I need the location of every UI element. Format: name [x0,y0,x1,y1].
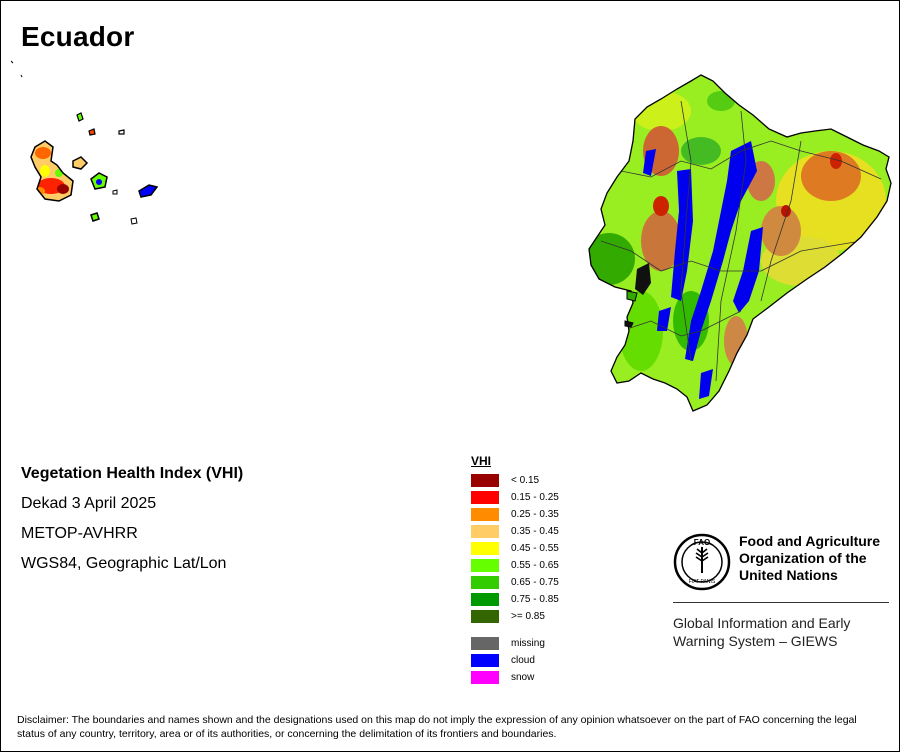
legend-label: 0.35 - 0.45 [511,526,559,537]
legend-label: snow [511,672,535,683]
legend-swatch [471,637,499,650]
projection-label: WGS84, Geographic Lat/Lon [21,555,227,572]
legend-swatch [471,654,499,667]
logo-divider [673,602,889,603]
map-info: Vegetation Health Index (VHI) Dekad 3 Ap… [21,459,243,579]
legend-item: 0.15 - 0.25 [471,489,559,506]
legend-item: 0.35 - 0.45 [471,523,559,540]
vhi-map [10,60,892,412]
legend-swatch [471,525,499,538]
legend-swatch [471,474,499,487]
period-label: Dekad 3 April 2025 [21,495,157,512]
legend-swatch [471,610,499,623]
org-name-line1: Food and Agriculture [739,533,881,549]
legend-swatch [471,576,499,589]
legend-item: missing [471,635,559,652]
legend-item: < 0.15 [471,472,559,489]
legend-swatch [471,491,499,504]
legend-swatch [471,542,499,555]
fao-emblem-letters: FAO [694,538,710,547]
legend-swatch [471,559,499,572]
legend-label: 0.65 - 0.75 [511,577,559,588]
legend-item: 0.65 - 0.75 [471,574,559,591]
legend-item: snow [471,669,559,686]
legend-label: 0.45 - 0.55 [511,543,559,554]
index-name: Vegetation Health Index (VHI) [21,465,244,482]
legend-classes: < 0.15 0.15 - 0.25 0.25 - 0.35 0.35 - 0.45 0… [471,472,559,625]
sensor-label: METOP-AVHRR [21,525,138,542]
org-name-line2: Organization of the [739,550,867,566]
legend-label: 0.15 - 0.25 [511,492,559,503]
legend-item: cloud [471,652,559,669]
legend-swatch [471,593,499,606]
org-name-line3: United Nations [739,567,838,583]
system-name-line2: Warning System – GIEWS [673,633,838,649]
fao-logo-block: FAO FIAT PANIS Food and Agriculture Orga… [673,533,889,650]
legend-swatch [471,671,499,684]
legend-item: 0.45 - 0.55 [471,540,559,557]
legend-special: missing cloud snow [471,635,559,686]
legend-label: 0.25 - 0.35 [511,509,559,520]
legend-item: >= 0.85 [471,608,559,625]
legend-label: >= 0.85 [511,611,545,622]
legend-item: 0.25 - 0.35 [471,506,559,523]
system-name-line1: Global Information and Early [673,615,851,631]
legend-label: 0.55 - 0.65 [511,560,559,571]
legend-label: < 0.15 [511,475,540,486]
legend-swatch [471,508,499,521]
legend-title: VHI [471,454,492,468]
map-title: Ecuador [21,21,135,52]
legend-label: 0.75 - 0.85 [511,594,559,605]
legend-item: 0.55 - 0.65 [471,557,559,574]
galapagos-islands [10,60,159,225]
legend-item: 0.75 - 0.85 [471,591,559,608]
fao-emblem-icon: FAO FIAT PANIS [673,533,731,591]
legend-label: cloud [511,655,535,666]
disclaimer-text: Disclaimer: The boundaries and names sho… [17,714,857,740]
legend-label: missing [511,638,545,649]
vhi-legend: VHI < 0.15 0.15 - 0.25 0.25 - 0.35 0.35 - 0… [471,454,559,686]
mainland-ecuador [588,74,892,412]
fao-emblem-motto: FIAT PANIS [689,579,716,585]
